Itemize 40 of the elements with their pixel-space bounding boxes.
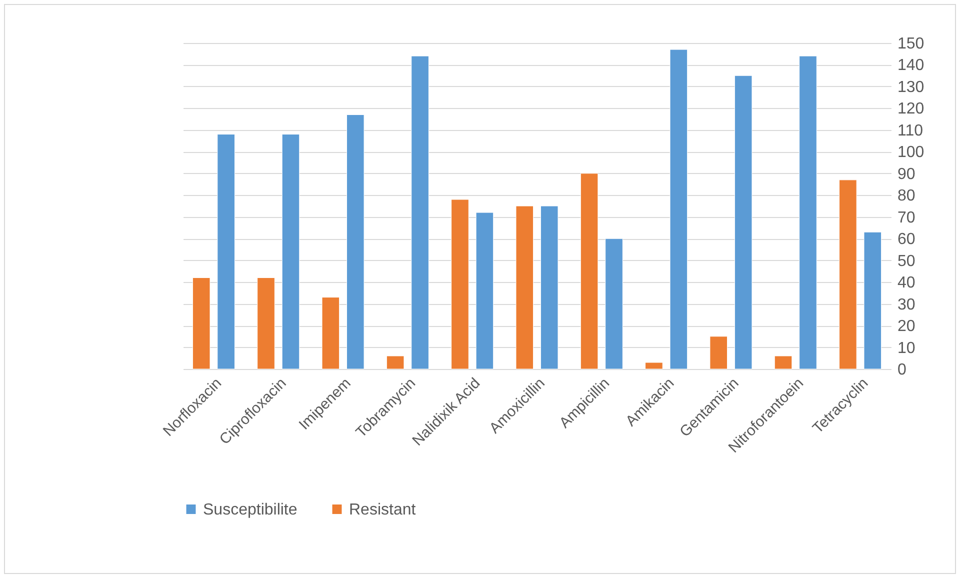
y-tick-label: 70 xyxy=(898,209,916,226)
y-tick-label: 120 xyxy=(898,100,924,118)
bar xyxy=(864,232,882,370)
bar xyxy=(580,173,598,370)
bar xyxy=(774,356,792,370)
bar xyxy=(386,356,404,370)
bar xyxy=(451,199,469,370)
y-tick-label: 90 xyxy=(898,166,916,183)
bar xyxy=(516,206,534,370)
y-tick-label: 60 xyxy=(898,231,916,248)
bar xyxy=(799,56,817,370)
bar xyxy=(282,134,300,370)
bar xyxy=(217,134,235,370)
bar xyxy=(605,238,623,370)
bar xyxy=(839,180,857,370)
y-tick-label: 130 xyxy=(898,78,924,96)
legend-label: Resistant xyxy=(349,501,416,518)
y-tick-label: 30 xyxy=(898,296,916,314)
bar xyxy=(192,277,210,370)
y-tick-label: 150 xyxy=(898,36,924,52)
bar xyxy=(476,212,494,370)
bar xyxy=(645,362,663,370)
bar xyxy=(710,336,728,370)
y-tick-label: 20 xyxy=(898,318,916,336)
bar xyxy=(540,206,558,370)
y-tick-label: 10 xyxy=(898,340,916,357)
bar xyxy=(322,297,340,370)
y-tick-label: 110 xyxy=(898,122,924,140)
y-tick-label: 50 xyxy=(898,252,916,270)
y-tick-label: 40 xyxy=(898,274,916,292)
y-tick-label: 0 xyxy=(898,362,906,378)
bar xyxy=(734,75,752,370)
y-tick-label: 100 xyxy=(898,144,924,162)
y-tick-label: 140 xyxy=(898,57,924,74)
bar xyxy=(257,277,275,370)
y-tick-label: 80 xyxy=(898,188,916,205)
bar xyxy=(670,49,688,370)
legend-label: Susceptibilite xyxy=(203,501,298,518)
bar xyxy=(411,56,429,370)
bar xyxy=(346,114,364,370)
